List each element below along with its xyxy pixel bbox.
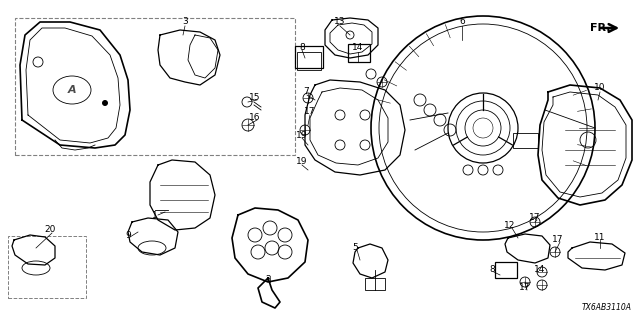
Text: 6: 6 (459, 18, 465, 27)
Text: 8: 8 (299, 44, 305, 52)
Text: 19: 19 (296, 157, 308, 166)
Bar (15, 18, 295, 155)
Text: 17: 17 (519, 284, 531, 292)
Text: 15: 15 (249, 92, 260, 101)
Text: 3: 3 (182, 18, 188, 27)
Text: 14: 14 (534, 266, 546, 275)
Text: 12: 12 (504, 220, 516, 229)
Circle shape (102, 100, 108, 106)
Text: 17: 17 (304, 108, 316, 116)
Text: 5: 5 (352, 244, 358, 252)
Text: 20: 20 (44, 226, 56, 235)
Bar (8, 236, 86, 298)
Text: FR.: FR. (590, 23, 611, 33)
Text: 7: 7 (303, 87, 309, 97)
Text: 1: 1 (152, 211, 158, 220)
Text: A: A (68, 85, 76, 95)
Text: TX6AB3110A: TX6AB3110A (582, 303, 632, 312)
Text: 13: 13 (334, 18, 346, 27)
Text: 10: 10 (595, 84, 605, 92)
Text: 2: 2 (265, 276, 271, 284)
Text: 16: 16 (249, 114, 260, 123)
Text: 11: 11 (595, 234, 605, 243)
Text: 19: 19 (296, 131, 308, 140)
Text: 8: 8 (489, 266, 495, 275)
Text: 14: 14 (352, 44, 364, 52)
Text: 17: 17 (529, 213, 541, 222)
Text: 9: 9 (125, 230, 131, 239)
Text: 17: 17 (552, 236, 564, 244)
